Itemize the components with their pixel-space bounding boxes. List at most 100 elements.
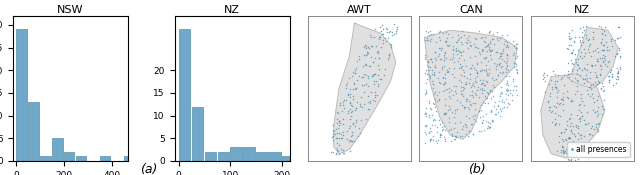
Point <box>444 128 454 131</box>
Point <box>591 122 601 125</box>
Point <box>457 128 467 130</box>
Point <box>502 64 512 66</box>
Point <box>470 37 481 40</box>
Point <box>604 79 614 82</box>
Point <box>477 89 488 92</box>
Point <box>484 126 494 128</box>
Point <box>468 133 478 136</box>
Point <box>502 106 512 109</box>
Point <box>380 37 390 40</box>
Point <box>464 34 474 37</box>
Point <box>556 150 566 153</box>
Point <box>550 86 561 89</box>
Point <box>348 98 358 100</box>
Point <box>552 74 563 76</box>
Point <box>490 101 500 104</box>
Point <box>420 93 430 96</box>
Point <box>472 74 483 77</box>
Point <box>435 134 445 137</box>
Point <box>491 68 501 70</box>
Point <box>612 75 622 77</box>
Point <box>441 30 451 33</box>
Point <box>577 30 587 33</box>
Point <box>613 26 623 29</box>
Point <box>565 58 575 61</box>
Point <box>540 90 550 93</box>
Point <box>602 46 612 49</box>
Point <box>364 47 374 50</box>
Point <box>342 110 353 112</box>
Point <box>483 91 493 94</box>
Point <box>566 129 576 132</box>
Point <box>427 114 437 117</box>
Point <box>502 33 512 36</box>
Point <box>591 60 602 62</box>
Point <box>465 77 475 80</box>
Point <box>607 72 617 75</box>
Point <box>428 119 438 121</box>
Point <box>577 114 587 117</box>
Point <box>565 37 575 40</box>
Point <box>328 138 338 141</box>
Point <box>556 97 566 100</box>
Point <box>441 112 451 115</box>
Point <box>503 94 513 97</box>
Point <box>501 67 511 70</box>
Point <box>564 118 574 121</box>
Point <box>433 139 444 142</box>
Point <box>349 72 360 75</box>
Point <box>369 36 379 39</box>
Point <box>326 136 337 139</box>
Point <box>378 33 388 36</box>
Point <box>615 56 625 59</box>
Point <box>373 84 383 87</box>
Point <box>447 56 458 59</box>
Point <box>511 43 521 46</box>
Point <box>495 92 506 95</box>
Point <box>486 96 496 99</box>
Point <box>579 28 589 31</box>
Point <box>559 73 570 76</box>
Point <box>566 80 577 82</box>
Point <box>425 138 435 141</box>
Point <box>499 101 509 103</box>
Point <box>550 123 561 125</box>
Bar <box>269 152 281 161</box>
Point <box>447 110 457 113</box>
Point <box>475 70 485 72</box>
Point <box>598 108 608 111</box>
Point <box>597 49 607 51</box>
Point <box>463 105 474 108</box>
Point <box>596 27 607 30</box>
Point <box>369 99 380 102</box>
Point <box>604 74 614 77</box>
Point <box>442 88 452 90</box>
Point <box>465 43 475 46</box>
Point <box>585 77 595 80</box>
Point <box>354 58 364 61</box>
Point <box>440 137 450 140</box>
Point <box>479 129 489 132</box>
Point <box>374 56 384 59</box>
Point <box>501 93 511 95</box>
Point <box>564 144 574 146</box>
Point <box>420 112 431 115</box>
Point <box>444 117 454 120</box>
Point <box>328 134 338 137</box>
Point <box>348 94 358 97</box>
Point <box>570 76 580 79</box>
Point <box>575 117 586 120</box>
Point <box>571 152 581 155</box>
Point <box>560 138 570 140</box>
Point <box>366 44 376 47</box>
Point <box>370 57 380 60</box>
Point <box>564 136 575 139</box>
Point <box>452 108 462 111</box>
Point <box>449 61 459 63</box>
Point <box>475 79 485 82</box>
Point <box>568 49 578 51</box>
Point <box>330 152 340 155</box>
Point <box>558 96 568 98</box>
Point <box>438 32 449 34</box>
Point <box>362 45 372 47</box>
